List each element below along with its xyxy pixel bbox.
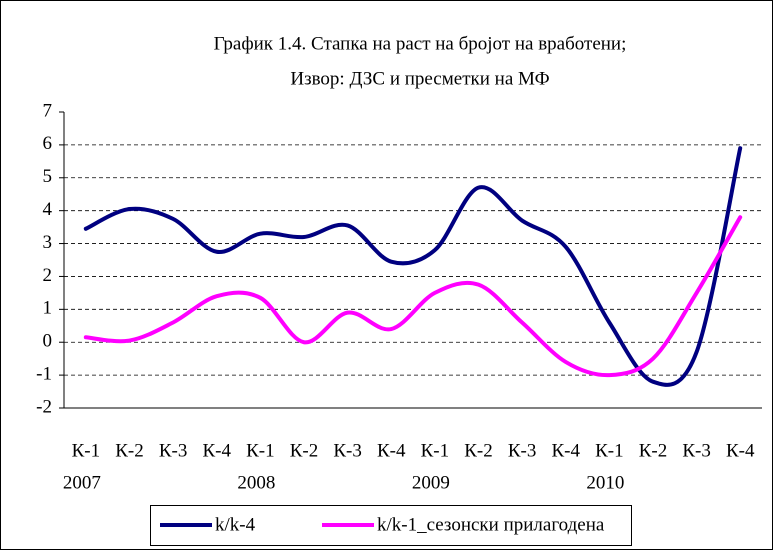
x-tick-label: К-3 (508, 440, 537, 461)
x-tick-label: К-2 (115, 440, 144, 461)
x-tick-label: К-3 (333, 440, 362, 461)
x-group-label: 2009 (412, 472, 450, 493)
x-tick-label: К-1 (595, 440, 624, 461)
x-tick-label: К-2 (290, 440, 319, 461)
x-tick-label: К-4 (202, 440, 231, 461)
x-tick-label: К-3 (159, 440, 188, 461)
x-tick-label: К-1 (421, 440, 450, 461)
x-group-label: 2008 (237, 472, 275, 493)
x-tick-label: К-2 (464, 440, 493, 461)
x-tick-label: К-1 (246, 440, 275, 461)
legend-label: k/k-1_сезонски прилагодена (377, 514, 605, 535)
y-tick-label: 1 (43, 298, 53, 319)
x-tick-label: К-1 (72, 440, 101, 461)
y-tick-label: -1 (36, 363, 52, 384)
chart-title: График 1.4. Стапка на раст на бројот на … (214, 33, 627, 54)
chart-subtitle: Извор: ДЗС и пресметки на МФ (290, 68, 549, 89)
x-tick-label: К-4 (551, 440, 580, 461)
y-tick-label: 4 (43, 199, 53, 220)
y-tick-label: 5 (43, 166, 53, 187)
y-tick-label: 2 (43, 265, 53, 286)
x-group-label: 2007 (63, 472, 101, 493)
y-tick-label: 3 (43, 232, 53, 253)
legend-box (150, 505, 632, 546)
y-tick-label: 7 (43, 100, 53, 121)
y-tick-label: 6 (43, 133, 53, 154)
line-series (83, 146, 743, 387)
x-tick-label: К-3 (682, 440, 711, 461)
x-group-label: 2010 (586, 472, 624, 493)
x-tick-label: К-2 (639, 440, 668, 461)
y-tick-label: -2 (36, 396, 52, 417)
line-series (83, 215, 743, 378)
x-tick-label: К-4 (377, 440, 406, 461)
legend-label: k/k-4 (215, 514, 256, 535)
y-tick-label: 0 (43, 331, 53, 352)
x-tick-label: К-4 (726, 440, 755, 461)
